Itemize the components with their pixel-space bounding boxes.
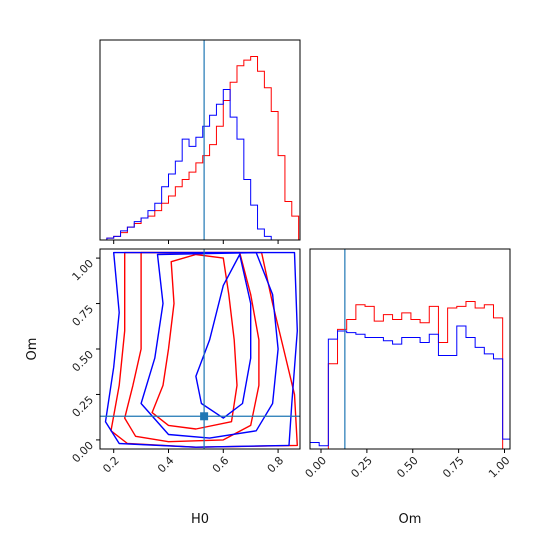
joint-x-ticks: 0.2 0.4 0.6 0.8: [100, 449, 286, 475]
om-x-tick-label-0: 0.00: [303, 454, 330, 481]
joint-truth-marker: [200, 412, 209, 421]
joint-y-tick-label-0: 0.00: [70, 439, 97, 466]
h0-top-ticks: [113, 240, 279, 244]
histogram-step-om-blue: [309, 325, 511, 449]
contour-blue-2: [104, 251, 298, 448]
om-histogram-blue: [309, 325, 511, 449]
contour-red-1: [123, 251, 260, 443]
joint-x-tick-label-0: 0.2: [100, 454, 122, 476]
histogram-step-h0-blue: [100, 89, 299, 241]
joint-x-axis-label: H0: [191, 512, 209, 527]
h0-marginal-panel: [99, 39, 301, 244]
h0-histogram-red: [100, 56, 300, 241]
om-histogram-red: [310, 300, 510, 450]
joint-x-tick-label-2: 0.6: [210, 454, 232, 476]
joint-x-tick-label-1: 0.4: [155, 454, 177, 476]
om-x-axis-label: Om: [399, 512, 422, 527]
joint-y-tick-label-4: 1.00: [70, 257, 97, 284]
joint-panel: 0.2 0.4 0.6 0.8 0.00 0.25 0.50 0.75 1.00 H0 Om: [25, 248, 301, 527]
joint-y-tick-label-2: 0.50: [70, 348, 97, 375]
histogram-step-h0-red: [100, 56, 300, 241]
om-x-tick-label-2: 0.50: [394, 454, 421, 481]
h0-histogram-blue: [100, 89, 299, 241]
contour-red-0: [151, 253, 238, 430]
joint-y-tick-label-1: 0.25: [70, 393, 97, 420]
om-x-tick-label-3: 0.75: [440, 454, 467, 481]
om-x-tick-label-4: 1.00: [486, 454, 513, 481]
contour-blue-0: [195, 253, 252, 419]
joint-y-axis-label: Om: [25, 338, 40, 361]
joint-y-ticks: 0.00 0.25 0.50 0.75 1.00: [70, 257, 100, 465]
contour-blue-1: [140, 251, 279, 439]
om-x-ticks: 0.00 0.25 0.50 0.75 1.00: [303, 449, 513, 480]
om-x-tick-label-1: 0.25: [348, 454, 375, 481]
joint-contours: [104, 251, 298, 448]
om-marginal-panel: 0.00 0.25 0.50 0.75 1.00 Om: [303, 248, 513, 527]
h0-marginal-frame: [99, 39, 301, 241]
joint-y-tick-label-3: 0.75: [70, 302, 97, 329]
joint-frame: [99, 248, 301, 450]
histogram-step-om-red: [310, 300, 510, 450]
joint-x-tick-label-3: 0.8: [265, 454, 287, 476]
om-marginal-frame: [309, 248, 511, 450]
